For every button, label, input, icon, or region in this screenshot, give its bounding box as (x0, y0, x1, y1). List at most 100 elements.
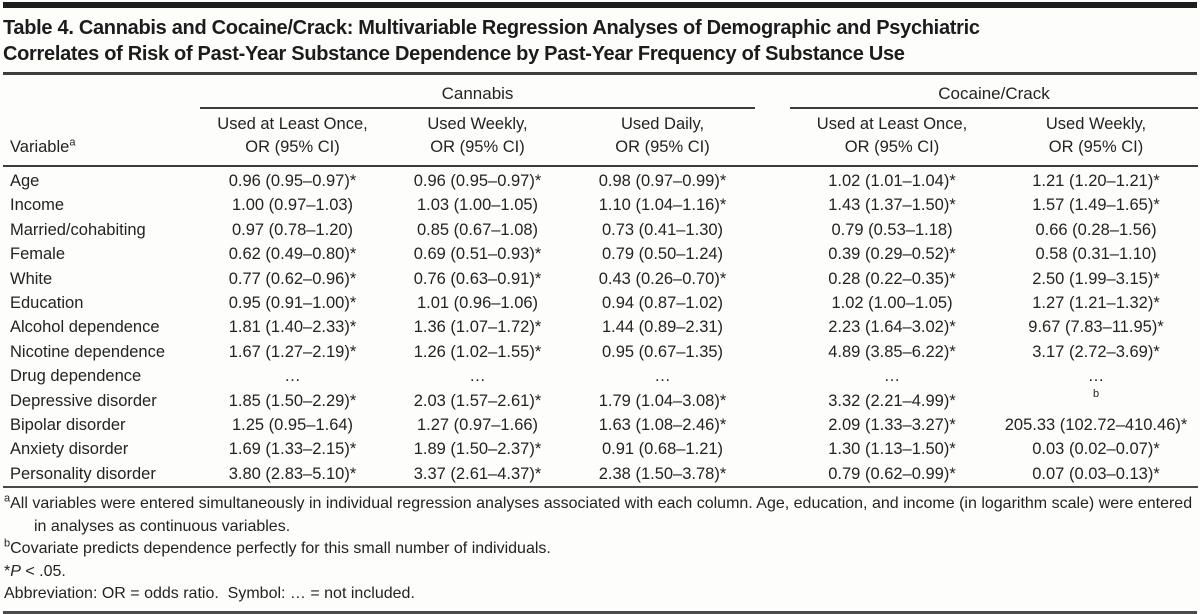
cell-value: 0.43 (0.26–0.70)* (598, 269, 727, 288)
column-gap (755, 437, 790, 461)
group-header-spacer (3, 77, 200, 108)
cell-value: 1.25 (0.95–1.64) (231, 416, 354, 435)
regression-table: Cannabis Cocaine/Crack Variablea Used at… (3, 77, 1199, 489)
table-row: White 0.77 (0.62–0.96)* 0.76 (0.63–0.91)* 0… (3, 267, 1198, 291)
cell-value: 1.30 (1.13–1.50)* (828, 440, 956, 459)
cell-value: 1.81 (1.40–2.33)* (228, 318, 357, 337)
cell-value: 0.85 (0.67–1.08) (416, 220, 539, 239)
table-row: Nicotine dependence 1.67 (1.27–2.19)* 1.26… (3, 340, 1198, 364)
footnote-b: bCovariate predicts dependence perfectly… (4, 538, 1197, 561)
cell-value: 1.63 (1.08–2.46)* (598, 416, 727, 435)
footnote-abbreviation: Abbreviation: OR = odds ratio. Symbol: …… (4, 583, 1197, 606)
cell-value: 0.66 (0.28–1.56) (1035, 220, 1157, 239)
cell-value: 1.27 (1.21–1.32)* (1032, 294, 1160, 313)
row-variable: Bipolar disorder (10, 416, 126, 435)
row-variable: Depressive disorder (10, 391, 157, 410)
column-header-cocaine-once: Used at Least Once, OR (95% CI) (790, 108, 995, 167)
cell-value: 0.79 (0.53–1.18) (831, 220, 953, 239)
cell-value: 1.89 (1.50–2.37)* (413, 440, 542, 459)
cell-value: 1.00 (0.97–1.03) (231, 196, 354, 215)
cell-value: 1.10 (1.04–1.16)* (598, 196, 727, 215)
table-row: Drug dependence … … … … … (3, 364, 1198, 388)
footnote-a: aAll variables were entered simultaneous… (4, 493, 1197, 538)
footnote-a-text: All variables were entered simultaneousl… (10, 495, 1193, 535)
table-row: Personality disorder 3.80 (2.83–5.10)* 3.3… (3, 461, 1199, 489)
cell-value: 1.02 (1.00–1.05) (831, 294, 953, 313)
cell-value: 0.07 (0.03–0.13)* (994, 461, 1199, 489)
cell-value: 1.02 (1.01–1.04)* (828, 172, 956, 190)
cell-value: 1.69 (1.33–2.15)* (228, 440, 357, 459)
cell-value: … (1087, 367, 1105, 386)
footnote-a-marker: a (4, 492, 11, 505)
group-header-cocaine: Cocaine/Crack (790, 77, 1199, 109)
footnote-p-text: < .05. (20, 562, 66, 580)
cell-value: 9.67 (7.83–11.95)* (1028, 318, 1164, 337)
cell-value: 1.57 (1.49–1.65)* (1032, 196, 1160, 215)
cell-value: 1.44 (0.89–2.31) (601, 318, 724, 337)
cell-value: 0.69 (0.51–0.93)* (413, 245, 542, 264)
table-row: Alcohol dependence 1.81 (1.40–2.33)* 1.36 … (3, 315, 1198, 339)
cell-value: … (883, 367, 901, 386)
cell-value: 1.67 (1.27–2.19)* (228, 342, 357, 361)
cell-value: 3.17 (2.72–3.69)* (1032, 342, 1160, 361)
group-gap (755, 77, 790, 108)
cell-value: 0.95 (0.91–1.00)* (228, 294, 357, 313)
footnote-p-symbol: P (10, 562, 21, 580)
cell-value: … (654, 367, 671, 386)
column-gap (755, 267, 790, 291)
cell-value: 1.27 (0.97–1.66) (416, 416, 539, 435)
row-variable: Age (10, 172, 40, 190)
column-gap (755, 108, 791, 167)
title-divider-rule (3, 72, 1197, 75)
cell-value: 0.91 (0.68–1.21) (601, 440, 724, 459)
table-row: Anxiety disorder 1.69 (1.33–2.15)* 1.89 (1… (3, 437, 1198, 461)
cell-value: 1.43 (1.37–1.50)* (828, 196, 956, 215)
cell-value: 3.37 (2.61–4.37)* (385, 461, 570, 489)
cell-value: … (469, 367, 486, 386)
row-variable: Education (10, 294, 84, 313)
row-variable: Nicotine dependence (10, 342, 166, 361)
cell-value: 0.96 (0.95–0.97)* (413, 172, 542, 190)
footnote-b-ref: b (1092, 388, 1100, 401)
cell-value: 0.03 (0.02–0.07)* (1032, 440, 1160, 459)
row-variable: White (10, 269, 53, 288)
footnote-abbreviation-text: Abbreviation: OR = odds ratio. Symbol: …… (4, 585, 415, 603)
column-gap (755, 193, 790, 217)
table-body: Age 0.96 (0.95–0.97)* 0.96 (0.95–0.97)* 0.9… (3, 166, 1199, 489)
cell-value: … (284, 367, 301, 386)
table-row: Married/cohabiting 0.97 (0.78–1.20) 0.85 (… (3, 218, 1198, 242)
row-variable: Drug dependence (10, 367, 142, 386)
cell-value: 0.79 (0.50–1.24) (601, 245, 724, 264)
column-gap (755, 389, 790, 413)
table-row: Education 0.95 (0.91–1.00)* 1.01 (0.96–1.0… (3, 291, 1198, 315)
table-title-line1: Table 4. Cannabis and Cocaine/Crack: Mul… (3, 17, 980, 39)
table-title-line2: Correlates of Risk of Past-Year Substanc… (3, 43, 905, 65)
top-rule-bar (3, 2, 1197, 8)
table-row: Female 0.62 (0.49–0.80)* 0.69 (0.51–0.93)*… (3, 242, 1198, 266)
row-variable: Female (10, 245, 66, 264)
column-gap (755, 166, 790, 193)
table-title: Table 4. Cannabis and Cocaine/Crack: Mul… (3, 15, 1197, 67)
column-gap (755, 291, 790, 315)
cell-value: 2.23 (1.64–3.02)* (828, 318, 956, 337)
cell-value: b (994, 389, 1198, 413)
footnote-pvalue: *P < .05. (4, 561, 1197, 584)
footnote-star-marker: * (4, 562, 11, 580)
cell-value: 0.98 (0.97–0.99)* (598, 172, 727, 190)
cell-value: 0.73 (0.41–1.30) (601, 220, 724, 239)
column-gap (755, 413, 790, 437)
cell-value: 2.03 (1.57–2.61)* (413, 391, 542, 410)
cell-value: 0.39 (0.29–0.52)* (828, 245, 956, 264)
cell-value: 0.28 (0.22–0.35)* (828, 269, 956, 288)
cell-value: 0.94 (0.87–1.02) (601, 294, 724, 313)
row-variable: Alcohol dependence (10, 318, 160, 337)
cell-value: 0.79 (0.62–0.99)* (790, 461, 995, 489)
cell-value: 205.33 (102.72–410.46)* (1004, 416, 1188, 435)
bottom-rule-bar (3, 610, 1197, 614)
cell-value: 4.89 (3.85–6.22)* (828, 342, 956, 361)
cell-value: 1.79 (1.04–3.08)* (598, 391, 727, 410)
variable-label: Variable (10, 138, 70, 156)
column-gap (755, 340, 790, 364)
cell-value: 0.62 (0.49–0.80)* (228, 245, 357, 264)
